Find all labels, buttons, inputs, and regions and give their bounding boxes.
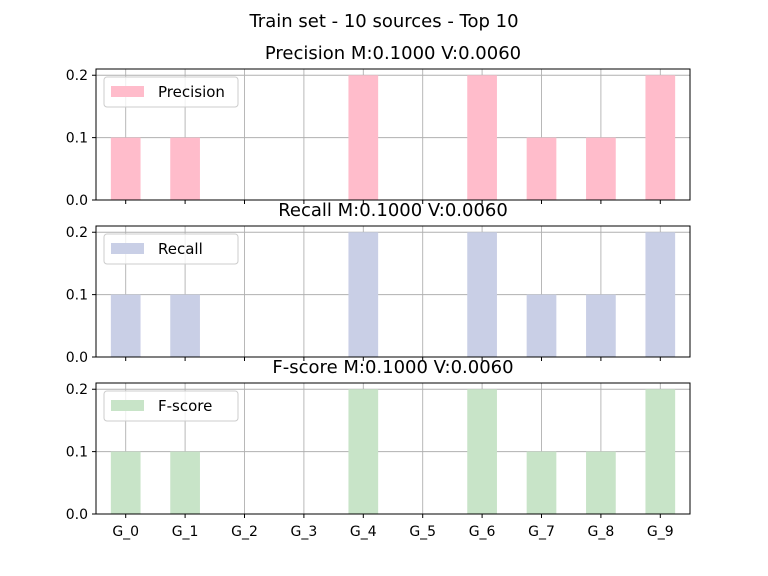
legend-label: F-score [158,397,212,415]
bar-G_0 [110,294,141,357]
subplot-title: F-score M:0.1000 V:0.0060 [272,357,513,378]
bar-G_6 [467,232,497,357]
legend: F-score [103,390,239,422]
axes-frame [95,225,691,358]
x-tick-label: G_0 [112,524,139,540]
x-tick-label: G_8 [588,524,615,540]
subplot-2: 0.0 0.1 0.2 Recall M:0.1000 V:0.0060 Recall [66,200,691,366]
subplot-title: Precision M:0.1000 V:0.0060 [265,43,521,64]
bar-G_8 [586,451,616,514]
y-tick-label: 0.1 [66,288,88,304]
axes-frame [95,382,691,515]
x-tick-label: G_5 [409,524,436,540]
y-tick-label: 0.2 [66,382,88,398]
legend-box [103,390,239,422]
bar-G_0 [110,451,141,514]
bar-G_9 [645,389,676,514]
legend-swatch [111,86,144,97]
bar-G_7 [526,451,557,514]
bar-G_1 [170,137,200,200]
y-tick-label: 0.1 [66,445,88,461]
subplot-3: 0.0 0.1 0.2 G_0 G_1 G_2 G_3 G_4 G_5 G_6 G_7 G_8 G_9 F… [66,357,691,540]
bar-G_6 [467,75,497,200]
bar-G_1 [170,294,200,357]
x-tick-label: G_4 [350,524,377,540]
legend-box [103,233,239,265]
bar-G_7 [526,294,557,357]
bar-G_4 [348,389,379,514]
legend-swatch [111,243,144,254]
x-tick-label: G_9 [647,524,674,540]
legend-box [103,76,239,108]
bar-G_8 [586,294,616,357]
y-tick-label: 0.2 [66,225,88,241]
y-tick-label: 0.0 [66,193,88,209]
bar-G_9 [645,232,676,357]
y-tick-label: 0.1 [66,131,88,147]
bar-G_6 [467,389,497,514]
x-tick-label: G_3 [291,524,318,540]
bar-G_7 [526,137,557,200]
bar-G_8 [586,137,616,200]
subplot-title: Recall M:0.1000 V:0.0060 [278,200,508,221]
x-tick-label: G_7 [528,524,555,540]
figure-title: Train set - 10 sources - Top 10 [248,11,518,32]
x-tick-label: G_2 [231,524,258,540]
y-tick-label: 0.0 [66,507,88,523]
bar-G_9 [645,75,676,200]
axes-frame [95,68,691,201]
legend-swatch [111,400,144,411]
bar-G_1 [170,451,200,514]
legend: Precision [103,76,239,108]
legend-label: Precision [158,83,225,101]
x-tick-label: G_6 [469,524,496,540]
bar-G_4 [348,232,379,357]
bar-G_0 [110,137,141,200]
y-tick-label: 0.2 [66,68,88,84]
x-tick-label: G_1 [172,524,199,540]
legend: Recall [103,233,239,265]
subplot-1: 0.0 0.1 0.2 Precision M:0.1000 V:0.0060 Prec… [66,43,691,209]
bar-G_4 [348,75,379,200]
y-tick-label: 0.0 [66,350,88,366]
legend-label: Recall [158,240,203,258]
